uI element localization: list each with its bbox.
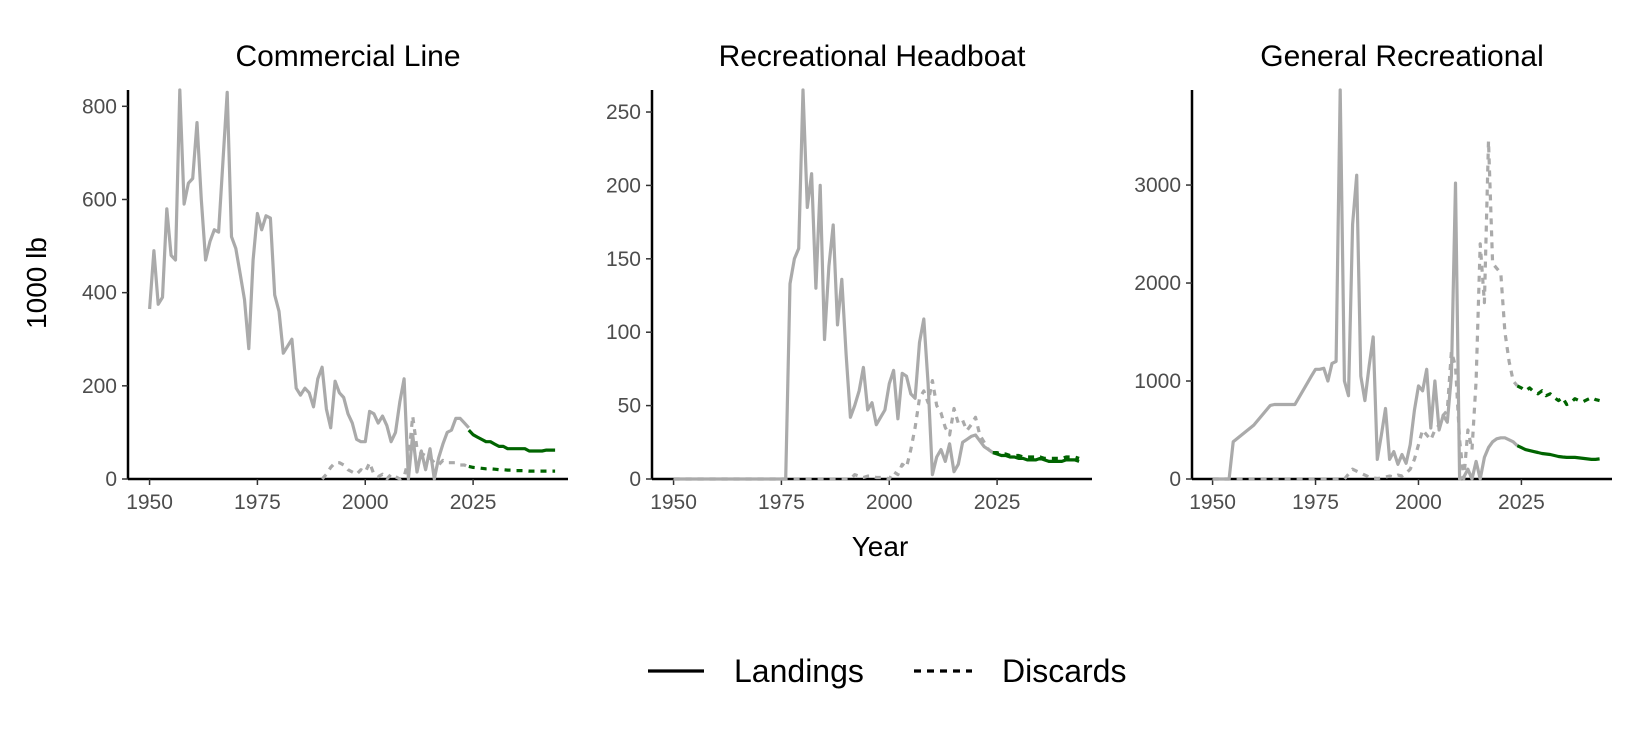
x-tick-label: 1975: [1292, 491, 1339, 514]
legend: Landings Discards: [648, 653, 1126, 689]
x-tick-label: 2025: [974, 491, 1021, 514]
legend-label-landings: Landings: [734, 653, 864, 689]
x-tick-label: 1950: [126, 491, 173, 514]
y-axis-title: 1000 lb: [21, 237, 52, 329]
x-tick-label: 2000: [342, 491, 389, 514]
y-tick-label: 200: [606, 174, 641, 197]
y-tick-label: 1000: [1134, 370, 1181, 393]
panel-title: Recreational Headboat: [719, 40, 1027, 73]
panel-recreational-headboat: Recreational Headboat 0 50 100 150 200 250 1950…: [606, 40, 1092, 514]
y-tick-label: 600: [82, 188, 117, 211]
y-tick-label: 2000: [1134, 272, 1181, 295]
y-tick-label: 250: [606, 101, 641, 124]
series-discards-historical-line: [673, 379, 994, 481]
series-landings-projection-line: [467, 429, 556, 453]
panel-title: General Recreational: [1260, 40, 1544, 73]
x-tick-label: 2000: [866, 491, 913, 514]
x-axis-title: Year: [852, 531, 909, 562]
y-tick-label: 50: [618, 395, 641, 418]
y-tick-label: 150: [606, 248, 641, 271]
series-landings-historical-line: [673, 88, 994, 481]
x-tick-label: 2025: [450, 491, 497, 514]
y-tick-label: 0: [1169, 468, 1181, 491]
panel-commercial-line: Commercial Line 0 200 400 600 800 1950 1975 2000…: [82, 40, 568, 514]
y-tick-label: 100: [606, 321, 641, 344]
panel-title: Commercial Line: [235, 40, 460, 73]
y-tick-label: 3000: [1134, 174, 1181, 197]
series-discards-historical-line: [1212, 139, 1519, 481]
x-tick-label: 1950: [650, 491, 697, 514]
y-tick-label: 0: [629, 468, 641, 491]
x-tick-label: 2025: [1498, 491, 1545, 514]
x-tick-label: 1975: [234, 491, 281, 514]
y-tick-label: 0: [105, 468, 117, 491]
x-tick-label: 1950: [1189, 491, 1236, 514]
x-tick-label: 1975: [758, 491, 805, 514]
series-landings-historical-line: [1212, 88, 1519, 481]
panel-general-recreational: General Recreational 0 1000 2000 3000 1950 197…: [1134, 40, 1612, 514]
legend-label-discards: Discards: [1002, 653, 1126, 689]
y-tick-label: 200: [82, 375, 117, 398]
y-tick-label: 800: [82, 95, 117, 118]
series-discards-projection-line: [992, 451, 1080, 460]
y-tick-label: 400: [82, 282, 117, 305]
series-landings-projection-line: [1516, 444, 1600, 461]
series-discards-projection-line: [468, 464, 556, 473]
series-discards-projection-line: [1516, 384, 1600, 407]
x-tick-label: 2000: [1395, 491, 1442, 514]
series-landings-historical-line: [148, 88, 470, 481]
